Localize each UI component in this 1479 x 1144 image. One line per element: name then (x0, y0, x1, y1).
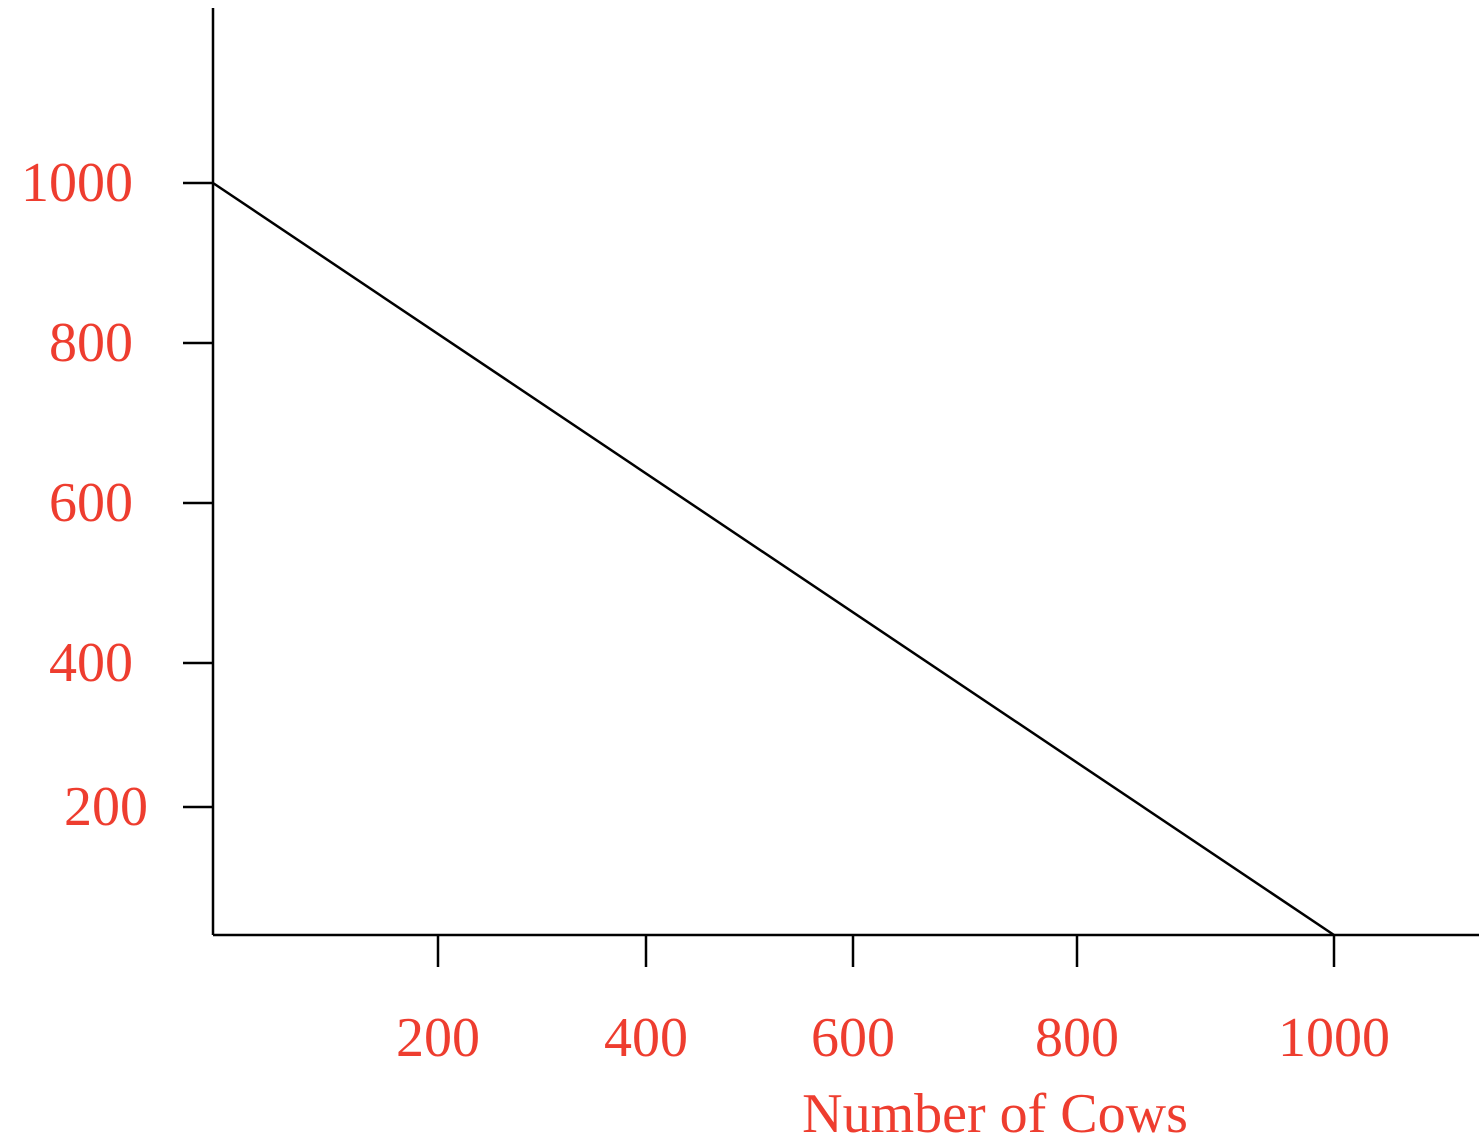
ticks (183, 181, 1336, 967)
y-tick-label-1000: 1000 (21, 152, 133, 214)
x-tick-label-800: 800 (1035, 1007, 1119, 1069)
x-tick-label-200: 200 (396, 1007, 480, 1069)
y-tick-label-800: 800 (49, 312, 133, 374)
series-line-0 (212, 181, 1335, 937)
series-layer (212, 181, 1335, 937)
x-axis-title: Number of Cows (802, 1083, 1188, 1144)
y-tick-label-200: 200 (64, 776, 148, 838)
x-tick-label-1000: 1000 (1278, 1007, 1390, 1069)
y-tick-label-400: 400 (49, 632, 133, 694)
x-tick-label-400: 400 (604, 1007, 688, 1069)
tick-labels: 200 400 600 800 1000 200 400 600 800 1000 (21, 152, 1390, 1069)
y-tick-label-600: 600 (49, 472, 133, 534)
x-tick-label-600: 600 (811, 1007, 895, 1069)
